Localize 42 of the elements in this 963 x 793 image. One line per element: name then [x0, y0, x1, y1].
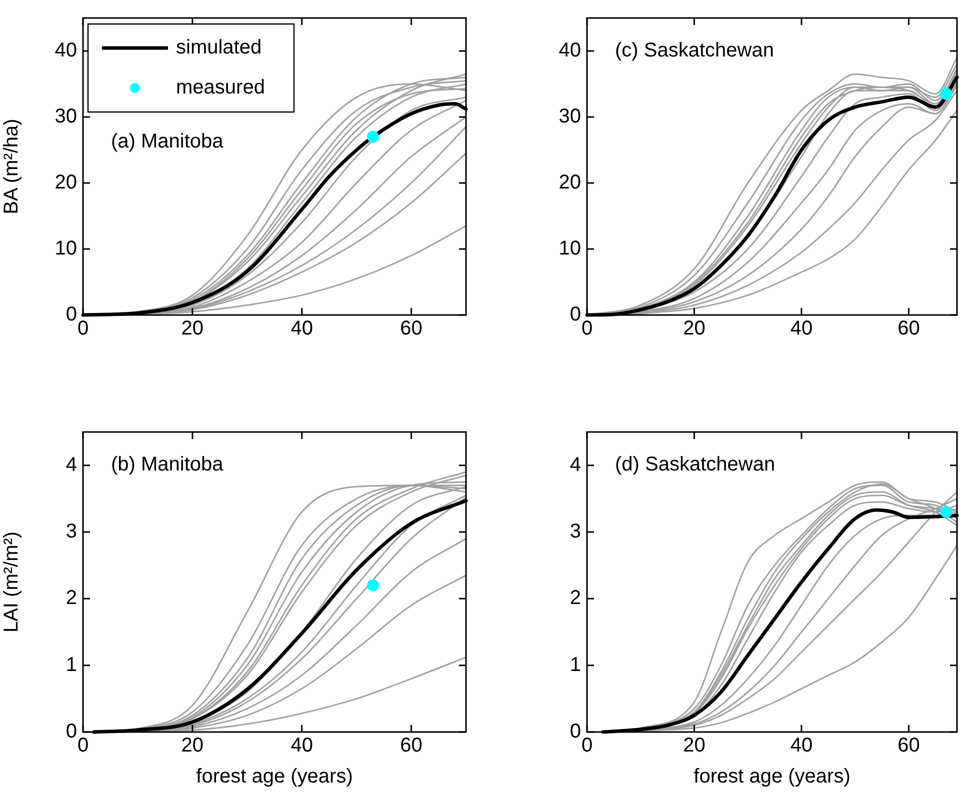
y-tick-label: 4 — [66, 454, 77, 476]
x-tick-label: 60 — [400, 318, 422, 340]
y-tick-label: 0 — [570, 304, 581, 326]
x-axis-title: forest age (years) — [694, 766, 850, 788]
y-tick-label: 10 — [558, 238, 581, 260]
annotation: (a) Manitoba — [111, 130, 224, 153]
y-tick-label: 3 — [66, 520, 77, 543]
y-tick-label: 2 — [570, 587, 581, 610]
y-tick-label: 0 — [66, 720, 77, 743]
x-tick-label: 20 — [181, 734, 204, 757]
annotation: (c) Saskatchewan — [615, 40, 774, 62]
y-tick-label: 1 — [66, 654, 77, 676]
y-tick-label: 30 — [54, 106, 77, 128]
y-tick-label: 3 — [570, 520, 581, 543]
y-tick-label: 4 — [570, 454, 581, 476]
y-tick-label: 1 — [570, 654, 581, 676]
x-tick-label: 20 — [683, 734, 706, 757]
y-tick-label: 40 — [54, 40, 77, 62]
annotation: (b) Manitoba — [111, 454, 224, 476]
x-tick-label: 60 — [400, 734, 422, 757]
y-tick-label: 40 — [558, 40, 581, 62]
legend-label: measured — [176, 76, 265, 99]
x-tick-label: 40 — [790, 734, 813, 757]
x-tick-label: 60 — [898, 734, 920, 757]
x-tick-label: 40 — [290, 318, 313, 340]
x-tick-label: 20 — [181, 318, 204, 340]
legend-label: simulated — [176, 36, 262, 59]
y-tick-label: 20 — [558, 172, 581, 194]
y-tick-label: 2 — [66, 587, 77, 610]
y-tick-label: 0 — [66, 304, 77, 326]
x-tick-label: 60 — [898, 318, 920, 340]
x-axis-title: forest age (years) — [196, 766, 353, 788]
y-axis-title: BA (m²/ha) — [0, 118, 23, 214]
y-tick-label: 20 — [54, 172, 77, 194]
y-tick-label: 10 — [54, 238, 77, 260]
y-tick-label: 30 — [558, 106, 581, 128]
y-tick-label: 0 — [570, 720, 581, 743]
annotation: (d) Saskatchewan — [615, 454, 776, 476]
y-axis-title: LAI (m²/m²) — [0, 531, 23, 633]
x-tick-label: 20 — [683, 318, 706, 340]
x-tick-label: 40 — [790, 318, 813, 340]
x-tick-label: 40 — [290, 734, 313, 757]
